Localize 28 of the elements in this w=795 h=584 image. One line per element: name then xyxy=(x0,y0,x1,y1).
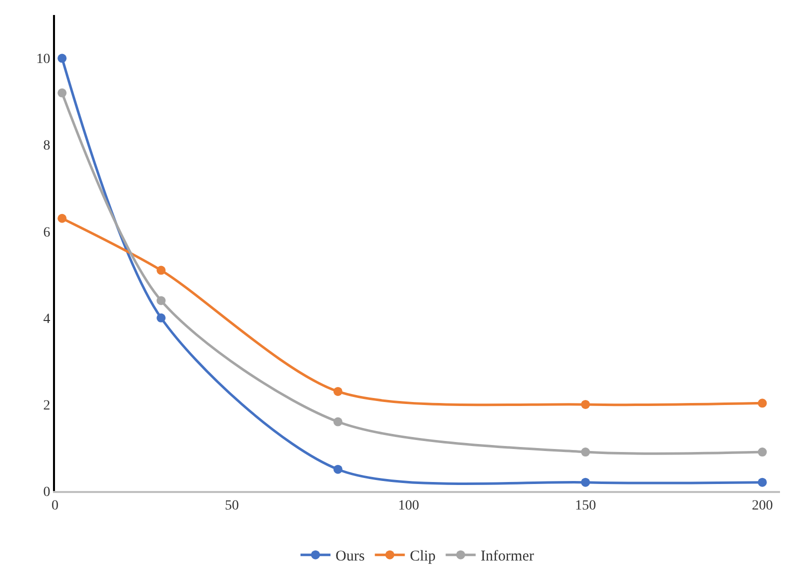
y-tick-label: 2 xyxy=(43,398,50,414)
y-tick-label: 8 xyxy=(43,138,50,154)
point xyxy=(758,478,767,487)
x-tick-label: 200 xyxy=(752,498,773,514)
point xyxy=(156,313,166,322)
point xyxy=(156,296,166,306)
y-tick-label: 10 xyxy=(36,52,50,68)
legend-label: Clip xyxy=(410,548,436,565)
legend-label: Informer xyxy=(480,548,534,565)
point xyxy=(333,386,342,396)
point xyxy=(58,54,67,63)
point xyxy=(580,400,590,409)
y-tick-label: 6 xyxy=(43,225,50,240)
x-tick-label: 150 xyxy=(574,498,596,514)
point xyxy=(758,398,767,408)
y-tick-label: 0 xyxy=(43,484,50,500)
legend-label: Ours xyxy=(336,548,365,565)
point xyxy=(58,88,67,98)
point xyxy=(580,478,590,487)
y-tick-label: 4 xyxy=(43,312,50,327)
point xyxy=(580,448,590,457)
point xyxy=(58,214,67,223)
point xyxy=(333,464,342,474)
point xyxy=(156,266,166,275)
x-tick-label: 50 xyxy=(224,498,239,514)
point xyxy=(758,448,767,457)
point xyxy=(333,417,342,426)
x-tick-label: 100 xyxy=(398,498,420,514)
